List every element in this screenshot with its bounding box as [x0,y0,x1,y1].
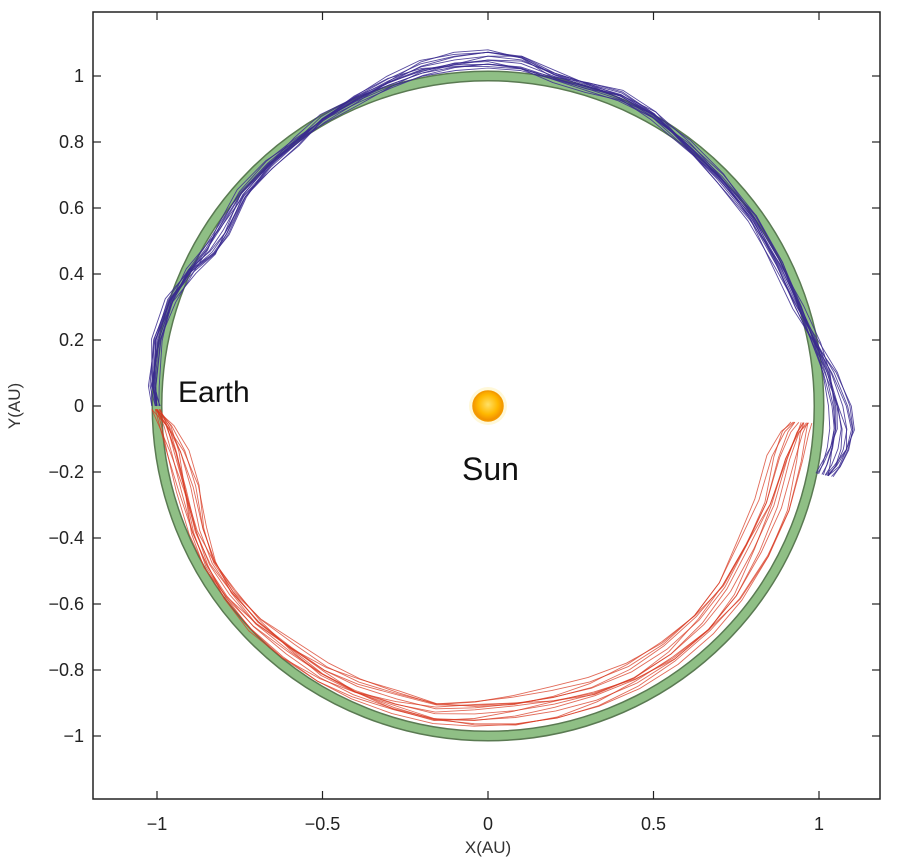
trajectory-line-center [159,409,805,713]
trajectory-line [153,59,842,476]
trajectory-line [156,409,813,727]
x-tick-label: 0.5 [641,814,666,834]
trajectory-line [151,51,854,477]
trajectory-line [154,63,836,475]
x-tick-label: −1 [147,814,168,834]
earth-label: Earth [178,376,250,409]
lower-trajectory-bundle [151,408,813,727]
y-tick-label: 0.2 [59,330,84,350]
y-tick-label: 0 [74,396,84,416]
trajectory-line-center [154,59,843,477]
y-tick-label: −0.6 [48,594,84,614]
y-tick-label: 0.4 [59,264,84,284]
x-axis-ticks: −1 −0.5 0 0.5 1 [147,12,824,834]
sun-icon [472,390,504,422]
x-tick-label: 0 [483,814,493,834]
sun-label: Sun [462,451,519,487]
sun-marker [469,387,507,425]
upper-trajectory-bundle [147,49,855,478]
x-axis-label: X(AU) [465,838,511,857]
x-tick-label: 1 [814,814,824,834]
y-tick-label: 1 [74,66,84,86]
trajectory-line [155,408,794,705]
y-tick-label: 0.6 [59,198,84,218]
y-tick-label: −0.4 [48,528,84,548]
trajectory-line [156,409,804,715]
y-tick-label: −1 [63,726,84,746]
trajectory-line [151,409,792,707]
trajectory-line [152,51,854,478]
y-tick-label: −0.2 [48,462,84,482]
y-tick-label: −0.8 [48,660,84,680]
y-axis-ticks: 1 0.8 0.6 0.4 0.2 0 −0.2 −0.4 −0.6 −0.8 −1 [48,66,880,746]
trajectory-line [158,409,810,721]
trajectory-line [158,66,835,476]
trajectory-line [156,409,800,710]
y-axis-label: Y(AU) [5,383,24,429]
y-tick-label: 0.8 [59,132,84,152]
x-tick-label: −0.5 [305,814,341,834]
trajectory-line [156,408,795,705]
